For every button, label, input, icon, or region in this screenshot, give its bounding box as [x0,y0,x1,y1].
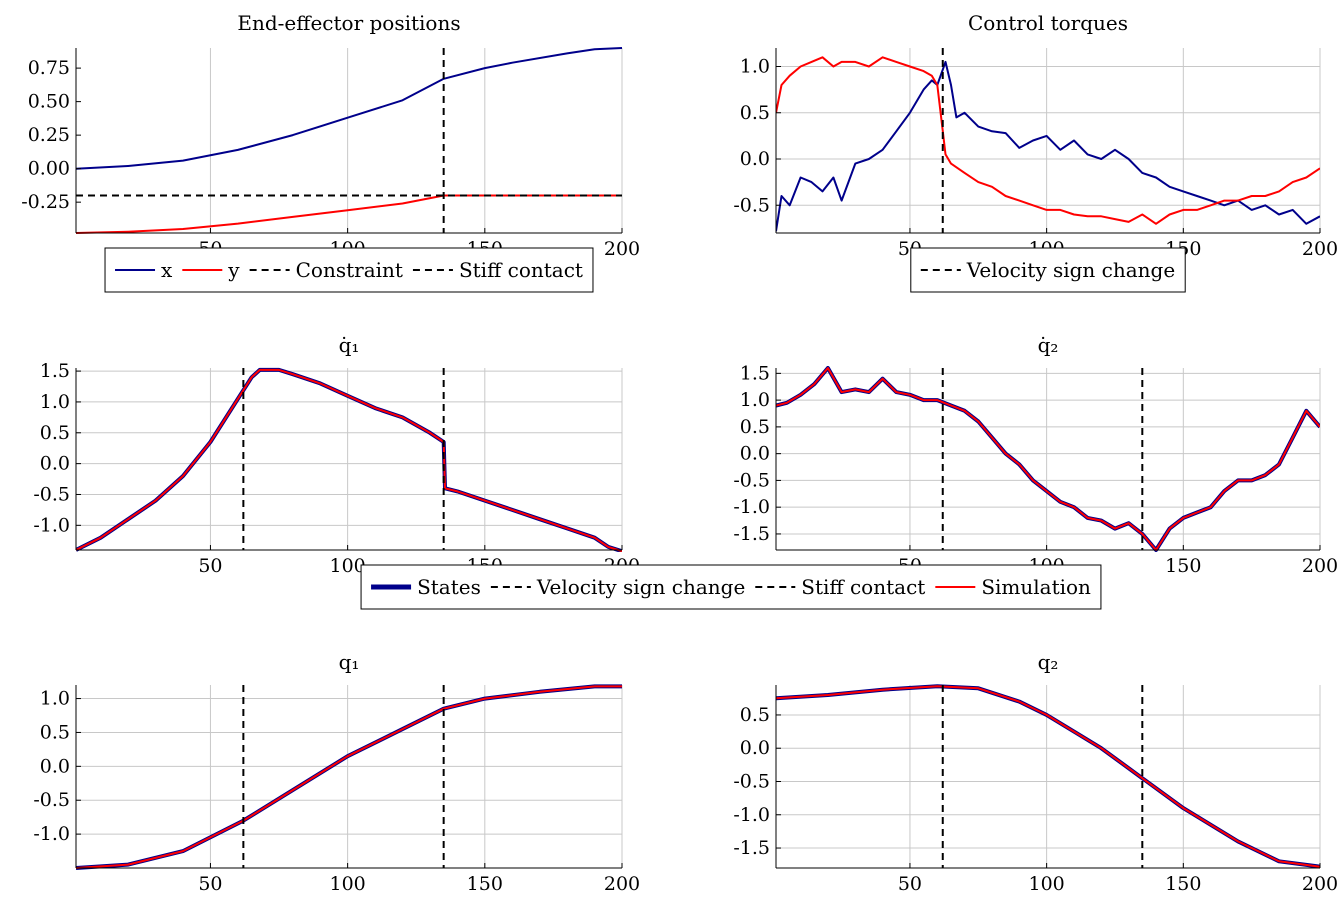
series-line-states [776,366,1320,552]
y-tick-label: 0.0 [740,148,770,170]
x-tick-label: 150 [1165,873,1201,895]
plot-area [76,367,622,552]
x-tick-label: 50 [198,555,222,577]
chart-title: q̇₂ [1038,333,1059,357]
x-tick-label: 100 [329,873,365,895]
y-tick-label: 0.25 [28,124,70,146]
chart-title: q₁ [339,650,360,674]
chart-title: q₂ [1038,650,1059,674]
series-line-simulation [76,685,622,869]
series-line-states [76,684,622,870]
y-tick-label: 0.0 [40,755,70,777]
chart-title: End-effector positions [237,11,460,35]
y-tick-label: -0.5 [733,770,770,792]
legend-label: Simulation [981,575,1091,599]
y-tick-label: 1.5 [740,362,770,384]
y-tick-label: 0.5 [740,102,770,124]
x-tick-label: 100 [1029,873,1065,895]
legend-label: x [161,258,173,282]
series-line-simulation [76,368,622,552]
y-tick-label: 0.5 [740,416,770,438]
legend-box [910,247,1186,293]
plot-area [76,47,622,234]
y-tick-label: 0.00 [28,158,70,180]
plot-area [776,56,1320,232]
legend-label: Stiff contact [459,258,583,282]
y-tick-label: 1.0 [40,391,70,413]
chart-tau: Control torques50100150200-0.50.00.51.0V… [733,11,1338,293]
x-tick-label: 200 [1302,555,1338,577]
x-tick-label: 200 [1302,238,1338,260]
series-line-states [776,684,1320,869]
y-tick-label: 0.0 [740,737,770,759]
y-tick-label: -1.0 [733,496,770,518]
legend-label: Velocity sign change [966,258,1175,282]
x-tick-label: 50 [898,873,922,895]
x-tick-label: 200 [1302,873,1338,895]
y-tick-label: 0.5 [740,704,770,726]
series-line-simulation [776,367,1320,551]
legend-label: y [227,258,240,282]
plot-area [776,366,1320,552]
x-tick-label: 150 [467,873,503,895]
chart-ee: End-effector positions50100150200-0.250.… [21,11,640,293]
legend-label: Constraint [296,258,403,282]
y-tick-label: 0.5 [40,721,70,743]
y-tick-label: -1.0 [733,804,770,826]
legend: Velocity sign change [910,247,1186,293]
legend-label: Stiff contact [801,575,925,599]
y-tick-label: 1.5 [40,360,70,382]
y-tick-label: -0.5 [33,789,70,811]
series-line-simulation [776,685,1320,868]
series-line-x [76,47,622,170]
legend-label: States [417,575,481,599]
series-line-y [76,194,622,234]
series-line-1 [776,56,1320,225]
y-tick-label: -0.25 [21,191,70,213]
y-tick-label: -1.5 [733,523,770,545]
y-tick-label: -1.0 [33,514,70,536]
chart-q2: q₂ 50 100 150 200 -1.5 -1.0 -0.5 0.0 0.5 [733,650,1338,895]
x-tick-label: 200 [604,238,640,260]
y-tick-label: 0.75 [28,57,70,79]
y-tick-label: -1.5 [733,837,770,859]
plot-area [776,684,1320,869]
x-tick-label: 200 [604,873,640,895]
legend-box [360,564,1102,610]
y-tick-label: -0.5 [733,469,770,491]
chart-qd2: q̇₂50100150200-1.5-1.0-0.50.00.51.01.5St… [360,333,1338,610]
chart-title: q̇₁ [339,333,360,357]
legend-label: Velocity sign change [536,575,745,599]
legend: x y Constraint Stiff contact [104,247,594,293]
plot-area [76,684,622,870]
x-tick-label: 100 [329,555,365,577]
y-tick-label: -0.5 [33,483,70,505]
y-tick-label: -0.5 [733,194,770,216]
y-tick-label: 1.0 [740,56,770,78]
y-tick-label: -1.0 [33,823,70,845]
y-tick-label: 1.0 [40,688,70,710]
chart-title: Control torques [968,11,1128,35]
y-tick-label: 0.5 [40,422,70,444]
chart-q1: q₁ 50 100 150 200 -1.0 -0.5 0.0 0.5 1.0 [33,650,640,895]
x-tick-label: 50 [198,873,222,895]
legend: States Velocity sign change Stiff contact S… [360,564,1102,610]
y-tick-label: 0.0 [740,443,770,465]
y-tick-label: 0.50 [28,91,70,113]
y-tick-label: 1.0 [740,389,770,411]
x-tick-label: 150 [1165,555,1201,577]
y-tick-label: 0.0 [40,453,70,475]
series-line-0 [776,60,1320,232]
